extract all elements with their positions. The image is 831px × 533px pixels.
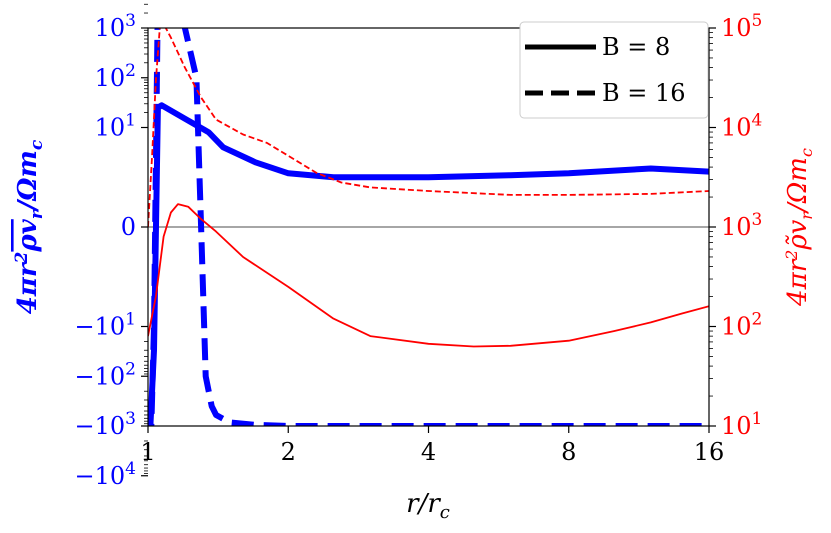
y-right-tick-label-2: 103 — [721, 210, 762, 241]
legend-label-b16: B = 16 — [602, 79, 686, 107]
y-left-tick-label-3: 101 — [95, 111, 136, 142]
y-left-tick-label-1: 103 — [95, 11, 136, 42]
y-left-tick-label-8: −104 — [75, 459, 136, 490]
series-line-left-solid-0 — [148, 102, 709, 426]
y-left-tick-label-2: 102 — [95, 61, 136, 92]
y-axis-label-right: 4πr2ρ̃vr/Ωmc — [782, 148, 816, 307]
series-layer — [148, 28, 709, 426]
series-line-left-dashed-1 — [148, 28, 709, 426]
legend: B = 8 B = 16 — [519, 21, 709, 119]
y-left-tick-label-7: −103 — [75, 409, 136, 440]
y-right-tick-label-0: 101 — [721, 409, 762, 440]
x-tick-label-3: 8 — [561, 438, 576, 466]
x-tick-label-0: 1 — [140, 438, 155, 466]
ticks-layer: 104 103 102 101 0 −101 −102 −103 −104 101 102 103 10… — [75, 3, 762, 490]
series-line-right-solid-2 — [148, 203, 709, 348]
y-right-tick-label-1: 102 — [721, 310, 762, 341]
legend-label-b8: B = 8 — [602, 33, 670, 61]
x-tick-label-1: 2 — [281, 438, 296, 466]
y-right-tick-label-3: 104 — [721, 111, 762, 142]
y-left-tick-label-5: −101 — [75, 310, 136, 341]
y-left-tick-label-6: −102 — [75, 359, 136, 390]
y-right-tick-label-4: 105 — [721, 11, 762, 42]
y-left-tick-label-4: 0 — [121, 213, 136, 241]
x-tick-label-4: 16 — [694, 438, 725, 466]
x-tick-label-2: 4 — [421, 438, 436, 466]
y-axis-label-left: 4πr2ρvr/Ωmc — [12, 139, 47, 314]
